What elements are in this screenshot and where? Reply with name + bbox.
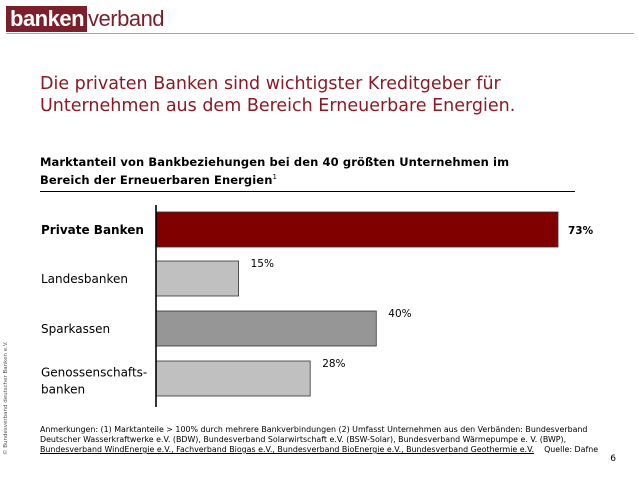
logo-mark: banken	[6, 6, 88, 32]
value-label-1: 15%	[251, 258, 274, 270]
logo-wordmark: verband	[88, 6, 165, 31]
footnote-line-2: Deutscher Wasserkraftwerke e.V. (BDW), B…	[40, 435, 567, 444]
chart-subtitle-line-1: Marktanteil von Bankbeziehungen bei den …	[40, 155, 510, 169]
category-label-3-0: Genossenschafts-	[41, 366, 147, 380]
footnote-mark: 1	[272, 173, 278, 181]
page-title-line-2: Unternehmen aus dem Bereich Erneuerbare …	[40, 96, 516, 116]
chart-subtitle-line-2-wrap: Bereich der Erneuerbaren Energien1	[40, 170, 580, 188]
page-title-line-1: Die privaten Banken sind wichtigster Kre…	[40, 74, 501, 94]
value-label-3: 28%	[322, 358, 345, 370]
bar-2	[155, 310, 377, 347]
chart-subtitle: Marktanteil von Bankbeziehungen bei den …	[40, 155, 580, 188]
value-label-0: 73%	[568, 225, 594, 237]
footnote-line-1: Anmerkungen: (1) Marktanteile > 100% dur…	[40, 425, 588, 434]
category-label-2: Sparkassen	[41, 322, 110, 336]
source-label: Quelle: Dafne	[544, 445, 599, 454]
copyright-notice: © Bundesverband deutscher Banken e.V.	[3, 341, 9, 455]
page-title: Die privaten Banken sind wichtigster Kre…	[40, 73, 600, 117]
bar-chart: Private Banken 73% Landesbanken 15% Sparkass…	[41, 205, 594, 407]
category-label-3-1: banken	[41, 383, 85, 397]
bar-3	[155, 360, 311, 397]
value-label-2: 40%	[388, 308, 411, 320]
footnote-line-3: Bundesverband WindEnergie e.V., Fachverb…	[40, 445, 535, 454]
logo: banken verband	[6, 6, 165, 32]
footnotes: Anmerkungen: (1) Marktanteile > 100% dur…	[40, 425, 620, 455]
page-number: 6	[610, 454, 616, 464]
bar-0	[155, 211, 559, 248]
header-divider	[6, 33, 634, 34]
chart-subtitle-line-2: Bereich der Erneuerbaren Energien	[40, 172, 273, 187]
bar-1	[155, 260, 240, 297]
footnote-line-3-wrap: Bundesverband WindEnergie e.V., Fachverb…	[40, 445, 620, 455]
category-label-0: Private Banken	[41, 223, 144, 237]
category-label-1: Landesbanken	[41, 272, 128, 286]
subtitle-rule	[40, 191, 575, 192]
